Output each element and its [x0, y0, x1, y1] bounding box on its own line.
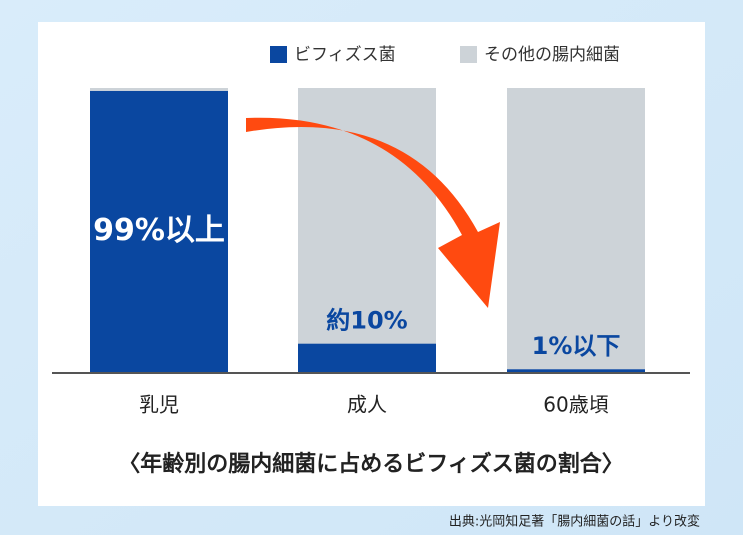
trend-arrow: [246, 117, 500, 308]
bar-segment: [90, 88, 228, 91]
source: 出典:光岡知足著「腸内細菌の話」より改変: [449, 514, 700, 530]
legend-label: その他の腸内細菌: [484, 45, 620, 65]
x-tick-label: 60歳頃: [543, 393, 608, 417]
bars: [90, 88, 645, 372]
bar-segment: [90, 90, 228, 372]
value-label: 約10%: [326, 307, 407, 335]
x-tick-label: 乳児: [139, 393, 179, 417]
legend-swatch: [460, 46, 477, 63]
legend-swatch: [270, 46, 287, 63]
value-label: 99%以上: [93, 213, 225, 248]
bar-segment: [298, 88, 436, 344]
legend-label: ビフィズス菌: [294, 45, 396, 65]
bar-segment: [298, 343, 436, 372]
chart-title: 〈年齢別の腸内細菌に占めるビフィズス菌の割合〉: [118, 451, 624, 477]
value-label: 1%以下: [532, 332, 621, 360]
bar-segment: [507, 369, 645, 372]
x-tick-label: 成人: [347, 393, 387, 417]
bar-segment: [507, 88, 645, 370]
